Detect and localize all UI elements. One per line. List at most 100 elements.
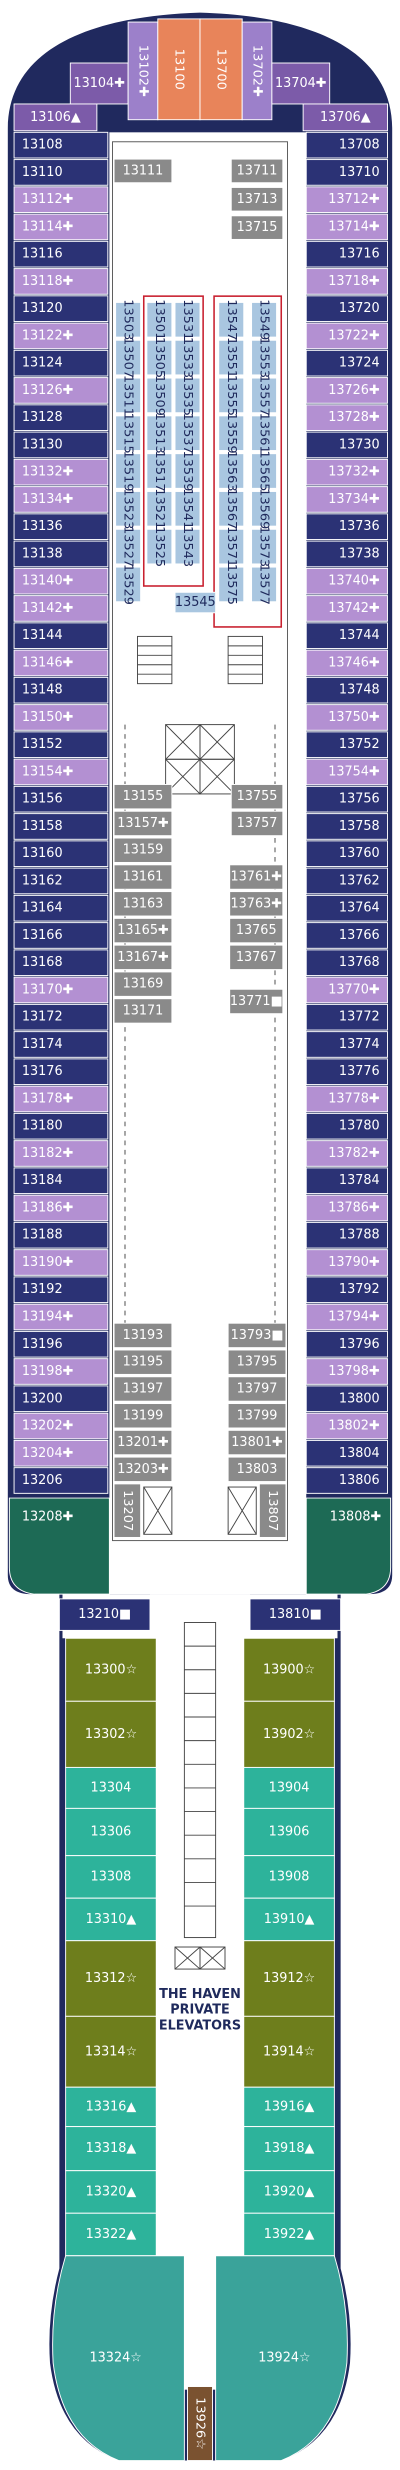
cabin [13,1276,109,1304]
cabin [13,1167,109,1195]
cabin [218,528,245,565]
cabin-label: 13702✚ [250,45,265,97]
cabin [65,2126,157,2172]
cabin-label: 13198✚ [22,1364,74,1379]
cabin [229,917,284,944]
cabin-label: 13732✚ [328,465,380,480]
cabin-label: 13324☆ [90,2351,142,2366]
cabin [13,213,109,241]
cabin-label: 13900☆ [263,1662,315,1677]
cabin [305,377,388,404]
cabin-label: 13801✚ [231,1435,283,1450]
cabin [13,404,109,431]
cabin-label: 13803 [237,1462,278,1477]
cabin [174,591,217,614]
cabin [115,415,142,451]
cabin [13,1439,109,1467]
cabin-label: 13738 [339,546,380,561]
cabin-label: 13193 [123,1328,164,1343]
cabin-label: 13122✚ [22,328,74,343]
cabin-label: 13902☆ [263,1727,315,1742]
cabin-label: 13106▲ [30,110,81,125]
cabin-label: 13797 [237,1381,278,1396]
elevators [124,724,276,1970]
cabin-label: 13507 [121,337,136,378]
cabin-label: 13713 [237,192,278,207]
cabin-label: 13768 [339,955,380,970]
cabin-label: 13202✚ [22,1418,74,1433]
cabin [305,785,388,813]
cabin [113,837,173,863]
cabin-label: 13180 [22,1119,63,1134]
cabin [243,2212,335,2257]
cabin [305,1249,388,1276]
cabin-label: 13170✚ [22,982,74,997]
cabin-label: 13799 [237,1408,278,1423]
cabin-label: 13204✚ [22,1446,74,1461]
cabin [305,186,388,213]
cabin-label: 13519 [121,450,136,491]
cabin-label: 13577 [257,564,272,605]
cabin [13,1303,109,1331]
cabin-label: 13740✚ [328,574,380,589]
cabin-label: 13521 [152,488,167,529]
cabin [146,301,173,338]
cabin [243,1637,335,1702]
cabin [13,813,109,840]
cabin-label: 13763✚ [231,896,283,911]
interior-outline [112,141,288,1542]
cabin [13,295,109,322]
cabin [305,159,388,186]
cabin [305,758,388,786]
cabin-label: 13172 [22,1010,63,1025]
cabin-label: 13316▲ [86,2099,137,2114]
cabin-label: 13545 [175,595,216,610]
cabin-label: 13573 [257,526,272,567]
cabin [13,1112,109,1140]
cabin-label: 13762 [339,873,380,888]
cabin [13,1003,109,1031]
cabin-label: 13912☆ [263,1971,315,1986]
cabin-label: 13559 [224,413,239,454]
cabin [230,158,284,184]
cabin [113,971,173,997]
cabin-label: 13100 [171,49,186,90]
cabin [305,622,388,650]
cabin-label: 13136 [22,519,63,534]
cabin-label: 13210■ [78,1607,131,1622]
cabin-label: 13142✚ [22,601,74,616]
cabin-label: 13138 [22,546,63,561]
cabin [251,566,278,603]
cabin [243,2170,335,2214]
cabin-label: 13114✚ [22,219,74,234]
cabin-label: 13549 [257,299,272,340]
cabin-label: 13162 [22,873,63,888]
cabin [243,2126,335,2172]
cabin [230,810,284,837]
cabin [113,784,173,810]
cabin-label: 13543 [180,526,195,567]
cabin [305,894,388,922]
cabin-label: 13320▲ [86,2184,137,2199]
cabin [13,567,109,595]
cabin [241,21,273,121]
cabin [13,731,109,759]
cabin [113,810,173,837]
cabin-label: 13116 [22,247,63,262]
cabin-label: 13700 [214,49,229,90]
cabin-label: 13308 [91,1869,132,1884]
cabin-label: 13754✚ [328,764,380,779]
cabin-label: 13503 [121,299,136,340]
cabin [305,567,388,595]
cabin-label: 13790✚ [328,1255,380,1270]
cabin [305,1058,388,1086]
cabin [113,864,173,890]
cabin-label: 13195 [123,1355,164,1370]
cabin [243,1807,335,1857]
cabin-label: 13134✚ [22,492,74,507]
cabin-label: 13810■ [269,1607,322,1622]
cabin-label: 13704✚ [275,76,327,91]
cabin [115,491,142,527]
cabin-label: 13517 [152,450,167,491]
cabin [13,840,109,868]
